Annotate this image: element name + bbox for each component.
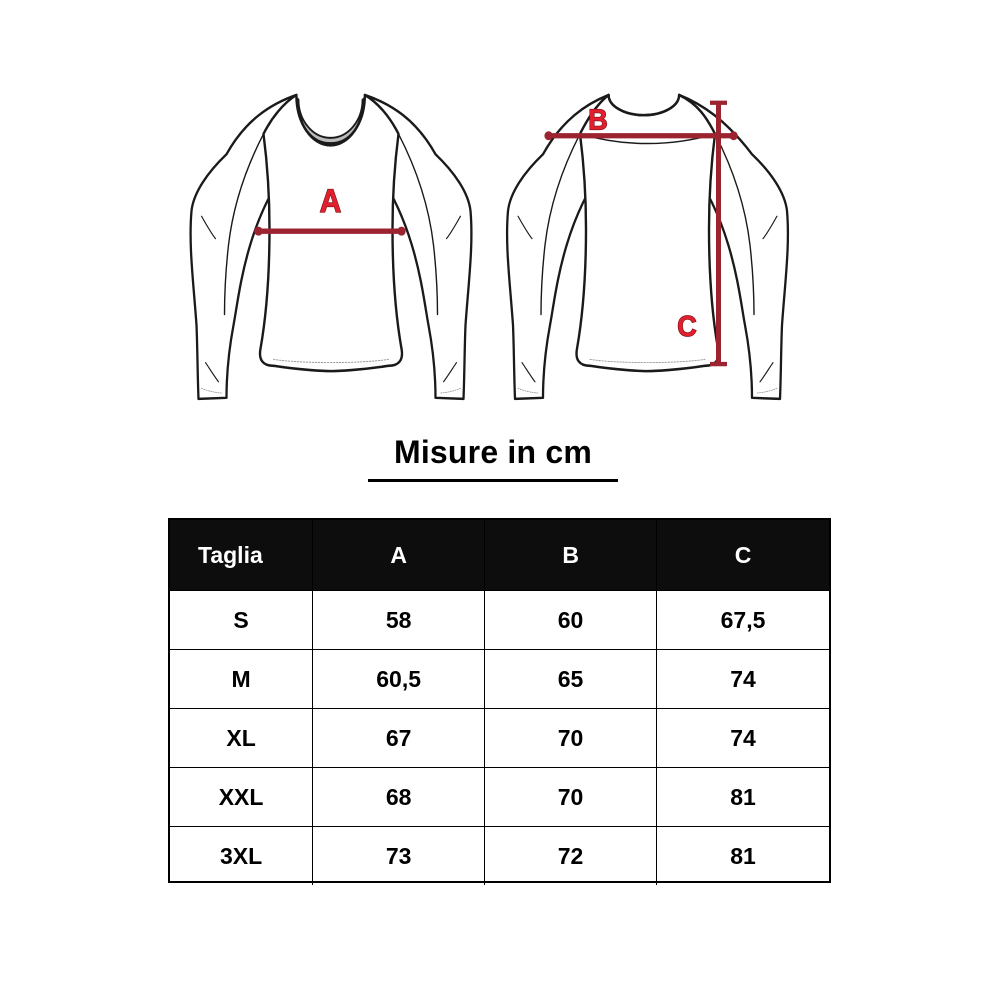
svg-text:B: B [588, 104, 607, 136]
svg-text:C: C [677, 310, 696, 342]
svg-text:A: A [320, 183, 342, 219]
